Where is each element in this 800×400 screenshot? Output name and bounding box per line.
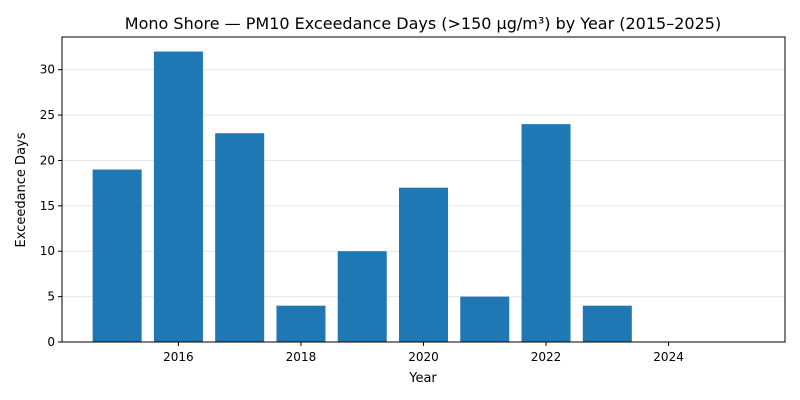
x-tick-label: 2016 <box>163 350 194 364</box>
bar-2018 <box>276 305 326 342</box>
x-tick-label: 2020 <box>408 350 439 364</box>
y-tick-label: 10 <box>40 244 55 258</box>
chart-title: Mono Shore — PM10 Exceedance Days (>150 … <box>125 14 721 33</box>
bar-2020 <box>398 187 449 342</box>
bar-2016 <box>153 51 203 343</box>
bars <box>92 51 632 343</box>
y-tick-label: 15 <box>40 199 55 213</box>
x-axis-label: Year <box>408 371 437 386</box>
bar-2022 <box>521 124 571 343</box>
y-tick-label: 5 <box>47 290 55 304</box>
y-tick-label: 30 <box>40 63 55 77</box>
x-tick-label: 2022 <box>531 350 562 364</box>
bar-2015 <box>92 169 142 342</box>
x-tick-label: 2018 <box>286 350 317 364</box>
bar-2017 <box>215 133 265 342</box>
bar-2019 <box>337 251 387 342</box>
y-axis-label: Exceedance Days <box>14 132 29 247</box>
y-tick-label: 0 <box>47 335 55 349</box>
x-tick-label: 2024 <box>653 350 684 364</box>
y-ticks: 0 5 10 15 20 25 30 <box>40 63 62 349</box>
y-tick-label: 25 <box>40 108 55 122</box>
bar-2023 <box>582 305 632 342</box>
bar-2021 <box>460 296 510 342</box>
y-tick-label: 20 <box>40 153 55 167</box>
x-ticks: 2016 2018 2020 2022 2024 <box>163 342 684 364</box>
